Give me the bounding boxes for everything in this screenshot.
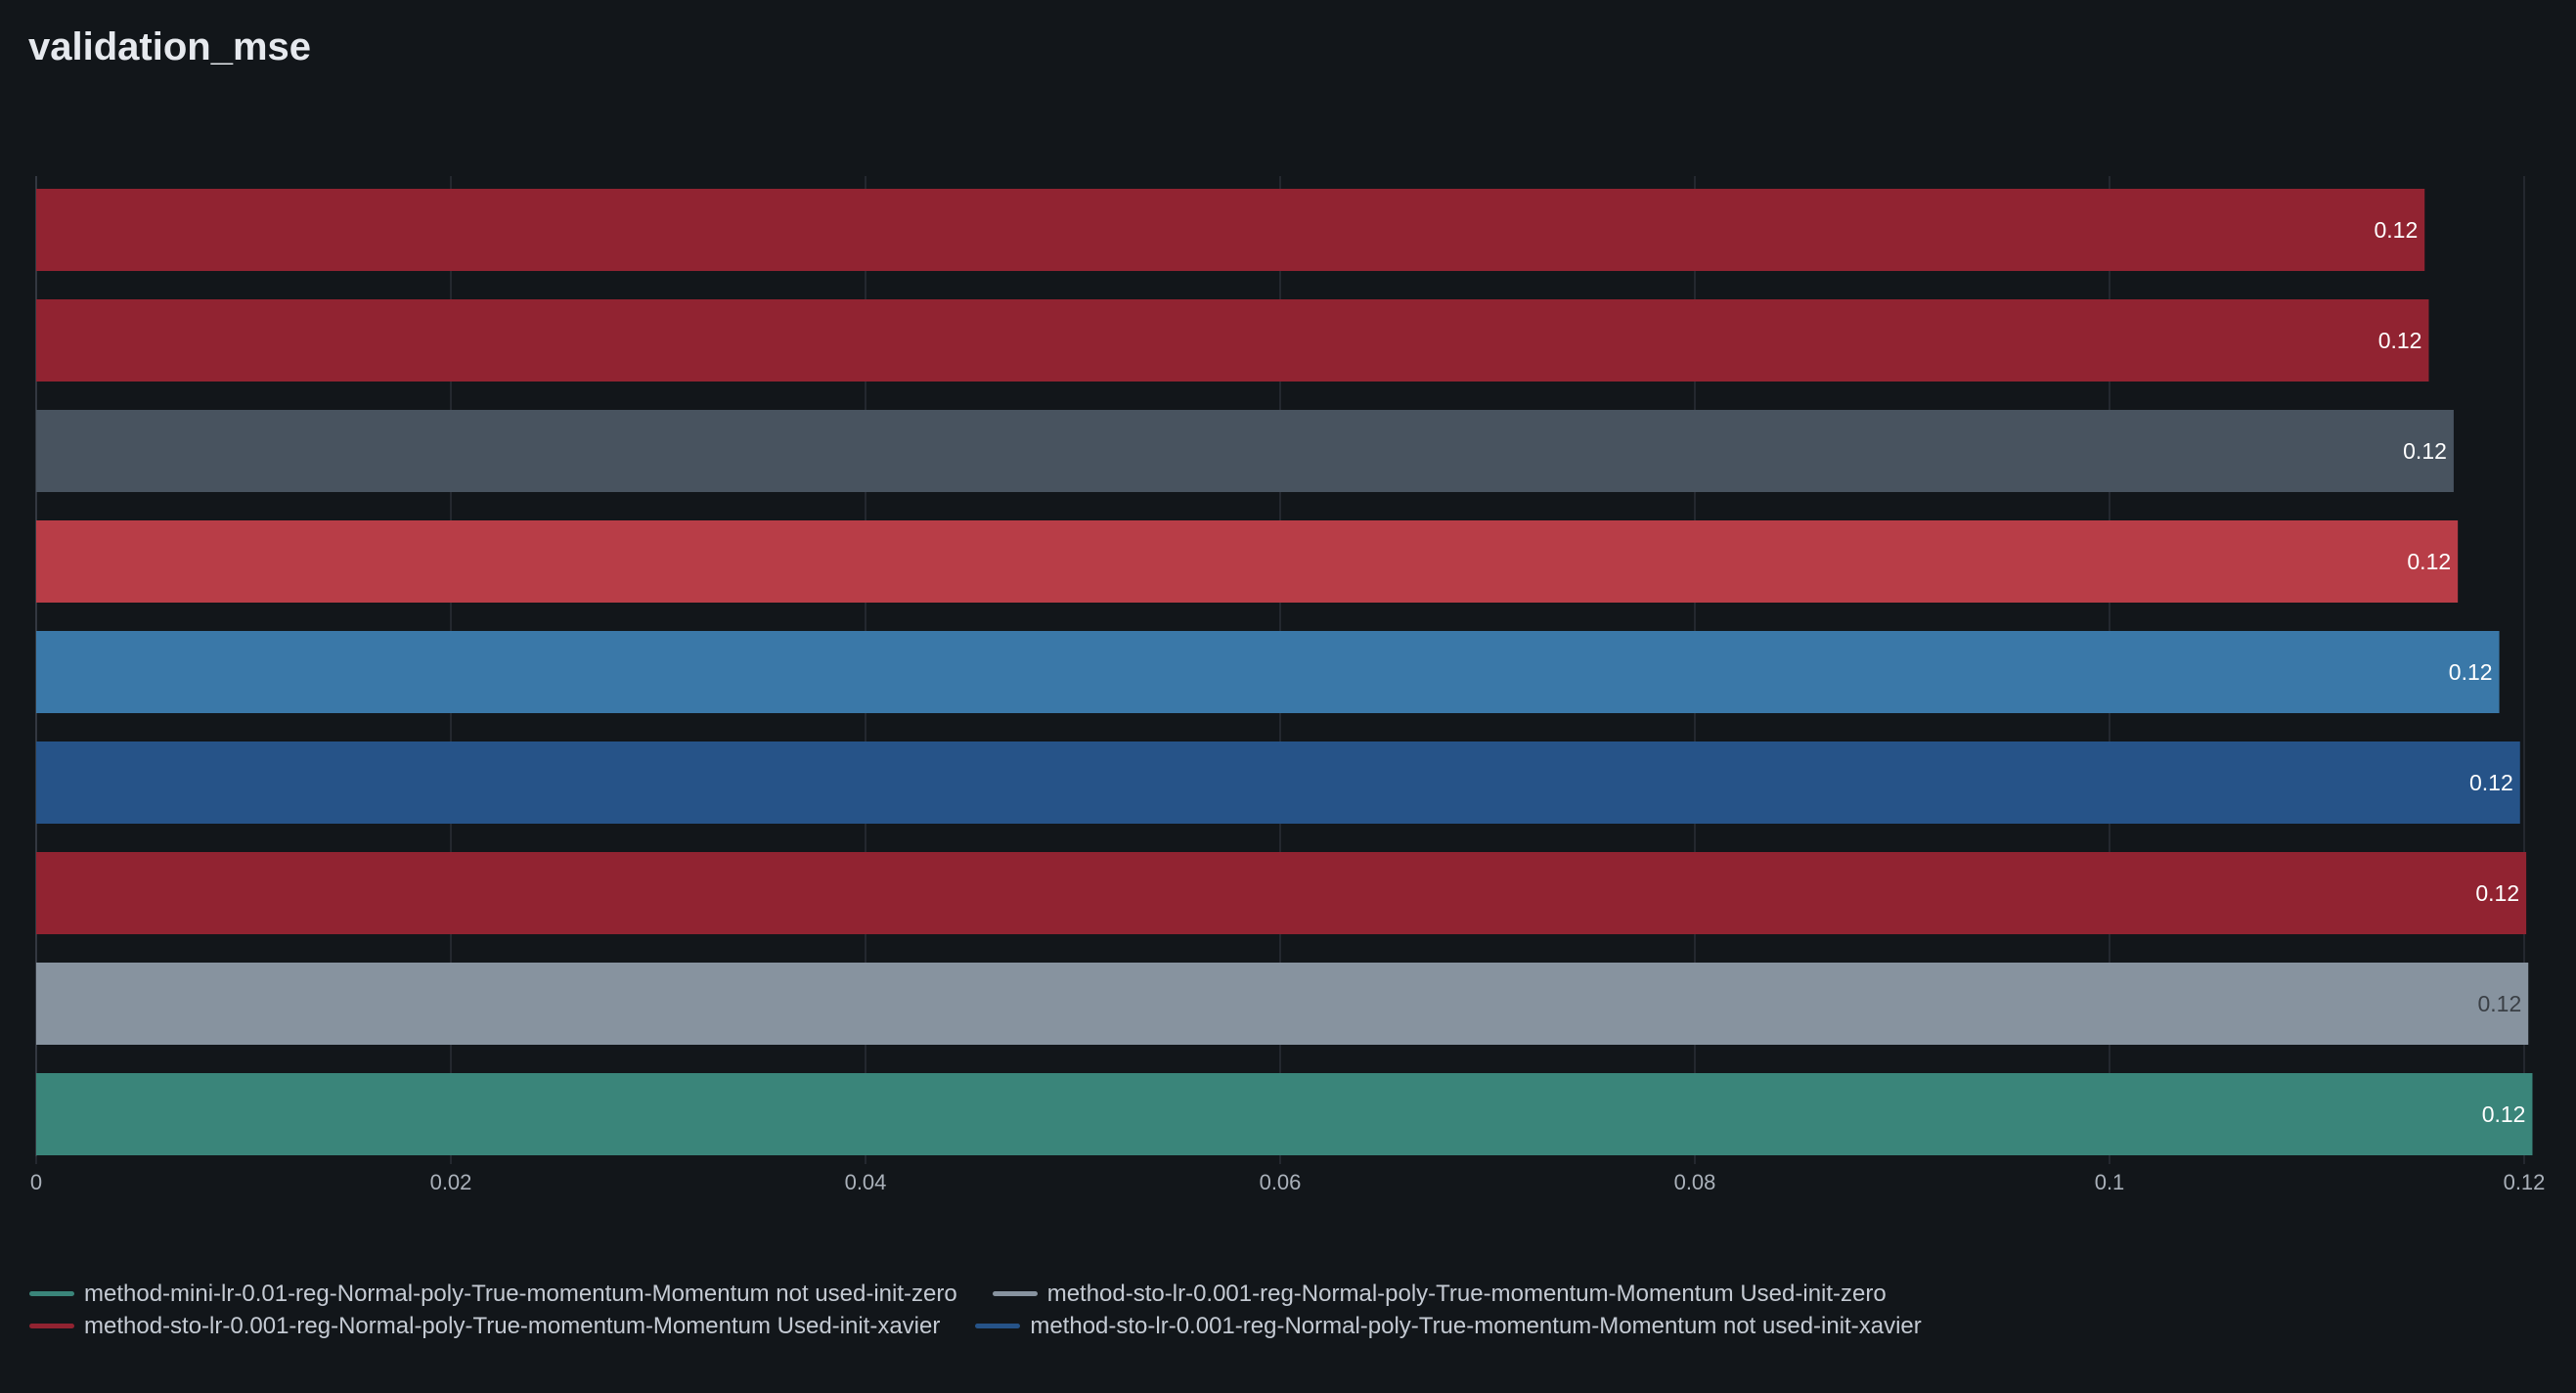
- bar-value-label: 0.12: [2477, 991, 2521, 1016]
- legend-item[interactable]: method-sto-lr-0.001-reg-Normal-poly-True…: [29, 1313, 940, 1340]
- legend: method-mini-lr-0.01-reg-Normal-poly-True…: [29, 1278, 1957, 1342]
- legend-label: method-sto-lr-0.001-reg-Normal-poly-True…: [1046, 1280, 1887, 1307]
- bar-value-labels: 0.12 0.12 0.12 0.12 0.12 0.12 0.12 0.12 0.12: [2374, 217, 2525, 1127]
- bar: [36, 963, 2529, 1045]
- x-tick-label: 0.1: [2095, 1170, 2125, 1194]
- bar: [36, 1073, 2533, 1155]
- bar-value-label: 0.12: [2374, 217, 2418, 243]
- legend-swatch: [992, 1291, 1038, 1296]
- legend-label: method-sto-lr-0.001-reg-Normal-poly-True…: [84, 1312, 941, 1339]
- bar: [36, 852, 2527, 934]
- legend-item[interactable]: method-sto-lr-0.001-reg-Normal-poly-True…: [992, 1280, 1887, 1308]
- x-tick-label: 0.02: [430, 1170, 472, 1194]
- bar: [36, 299, 2429, 382]
- chart-title: validation_mse: [28, 25, 312, 68]
- x-tick-label: 0.12: [2504, 1170, 2546, 1194]
- bar-value-label: 0.12: [2469, 770, 2513, 795]
- x-axis-ticks: 0 0.02 0.04 0.06 0.08 0.1 0.12: [30, 1156, 2546, 1194]
- legend-row: method-mini-lr-0.01-reg-Normal-poly-True…: [29, 1278, 1957, 1310]
- bar-value-label: 0.12: [2449, 659, 2493, 685]
- x-tick-label: 0: [30, 1170, 42, 1194]
- legend-item[interactable]: method-sto-lr-0.001-reg-Normal-poly-True…: [975, 1312, 1922, 1340]
- x-tick-label: 0.06: [1260, 1170, 1302, 1194]
- bar-value-label: 0.12: [2378, 328, 2422, 353]
- bars: [36, 189, 2533, 1155]
- legend-swatch: [975, 1324, 1021, 1328]
- legend-swatch: [29, 1324, 74, 1328]
- legend-label: method-mini-lr-0.01-reg-Normal-poly-True…: [84, 1280, 957, 1307]
- bar: [36, 741, 2520, 824]
- bar-value-label: 0.12: [2475, 880, 2519, 906]
- legend-swatch: [29, 1291, 74, 1296]
- legend-label: method-sto-lr-0.001-reg-Normal-poly-True…: [1030, 1312, 1922, 1339]
- bar: [36, 189, 2425, 271]
- x-tick-label: 0.04: [845, 1170, 887, 1194]
- bar-value-label: 0.12: [2407, 549, 2451, 574]
- bar: [36, 631, 2500, 713]
- bar-value-label: 0.12: [2403, 438, 2447, 464]
- bar: [36, 520, 2459, 603]
- legend-item[interactable]: method-mini-lr-0.01-reg-Normal-poly-True…: [29, 1281, 957, 1308]
- bar-value-label: 0.12: [2482, 1101, 2526, 1127]
- legend-row: method-sto-lr-0.001-reg-Normal-poly-True…: [29, 1310, 1957, 1342]
- bar: [36, 410, 2454, 492]
- x-tick-label: 0.08: [1674, 1170, 1716, 1194]
